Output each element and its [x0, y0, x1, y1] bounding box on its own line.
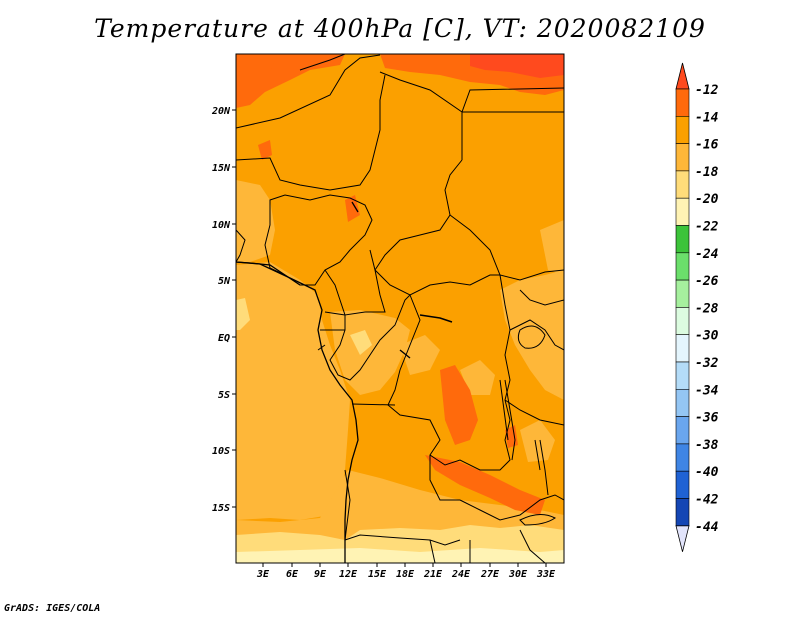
- lon-label: 18E: [396, 569, 415, 580]
- longitude-ticks: [262, 563, 547, 567]
- lon-label: 33E: [536, 569, 556, 580]
- colorbar-lower-arrow: [675, 525, 690, 552]
- colorbar-swatch: [675, 416, 690, 445]
- lon-label: 9E: [314, 569, 327, 580]
- lon-label: 30E: [508, 569, 528, 580]
- colorbar-swatch: [675, 361, 690, 390]
- country-borders: [236, 54, 564, 563]
- colorbar-swatch: [675, 197, 690, 226]
- colorbar-label: -22: [695, 220, 719, 235]
- latitude-axis: 20N 15N 10N 5N EQ 5S 10S 15S: [211, 106, 231, 514]
- colorbar-label: -16: [695, 138, 719, 153]
- grads-credit: GrADS: IGES/COLA: [4, 603, 101, 614]
- colorbar-label: -42: [695, 493, 719, 508]
- colorbar-label: -44: [695, 520, 719, 535]
- colorbar-swatch: [675, 225, 690, 254]
- colorbar-swatch: [675, 334, 690, 363]
- colorbar-label: -14: [695, 110, 719, 125]
- lakes: [351, 201, 556, 526]
- lon-label: 27E: [480, 569, 500, 580]
- latitude-ticks: [232, 109, 236, 508]
- lon-label: 15E: [368, 569, 387, 580]
- lat-label: 10N: [212, 220, 231, 231]
- lat-label: EQ: [218, 333, 230, 344]
- lon-label: 3E: [256, 569, 270, 580]
- lon-label: 6E: [286, 569, 299, 580]
- colorbar-label: -34: [695, 383, 719, 398]
- lat-label: 5S: [218, 390, 230, 401]
- colorbar-label: -36: [695, 411, 719, 426]
- colorbar-label: -28: [695, 301, 719, 316]
- colorbar-label: -26: [695, 274, 719, 289]
- colorbar-swatch: [675, 388, 690, 417]
- colorbar-swatch: [675, 88, 690, 117]
- lon-label: 21E: [423, 569, 443, 580]
- field-band-22-20: [236, 548, 564, 563]
- map-title: Temperature at 400hPa [C], VT: 202008210…: [94, 14, 706, 43]
- colorbar-label: -32: [695, 356, 719, 371]
- lat-label: 15N: [212, 163, 231, 174]
- lat-label: 10S: [212, 446, 230, 457]
- colorbar-swatch: [675, 143, 690, 172]
- colorbar-swatch: [675, 498, 690, 527]
- temperature-field: [236, 54, 564, 563]
- colorbar: -12 -14 -16 -18 -20 -22 -24 -26 -28 -30 -32 -34 -36 -…: [675, 62, 719, 552]
- colorbar-label: -24: [695, 247, 719, 262]
- colorbar-swatch: [675, 307, 690, 335]
- colorbar-label: -20: [695, 192, 719, 207]
- coastline: [236, 261, 359, 563]
- colorbar-label: -18: [695, 165, 719, 180]
- lat-label: 20N: [211, 106, 231, 117]
- lon-label: 12E: [339, 569, 358, 580]
- colorbar-swatch: [675, 470, 690, 499]
- colorbar-swatch: [675, 279, 690, 308]
- colorbar-swatch: [675, 170, 690, 199]
- colorbar-swatch: [675, 443, 690, 472]
- lon-label: 24E: [451, 569, 471, 580]
- colorbar-label: -38: [695, 438, 719, 453]
- field-band-above-12: [470, 54, 564, 78]
- colorbar-label: -12: [695, 83, 719, 98]
- colorbar-label: -40: [695, 465, 719, 480]
- colorbar-upper-arrow: [675, 62, 690, 90]
- lat-label: 15S: [212, 503, 230, 514]
- lat-label: 5N: [218, 276, 231, 287]
- colorbar-swatch: [675, 252, 690, 281]
- longitude-axis: 3E 6E 9E 12E 15E 18E 21E 24E 27E 30E 33E: [256, 569, 556, 580]
- map-frame: [235, 53, 565, 564]
- colorbar-swatch: [675, 116, 690, 144]
- colorbar-label: -30: [695, 329, 719, 344]
